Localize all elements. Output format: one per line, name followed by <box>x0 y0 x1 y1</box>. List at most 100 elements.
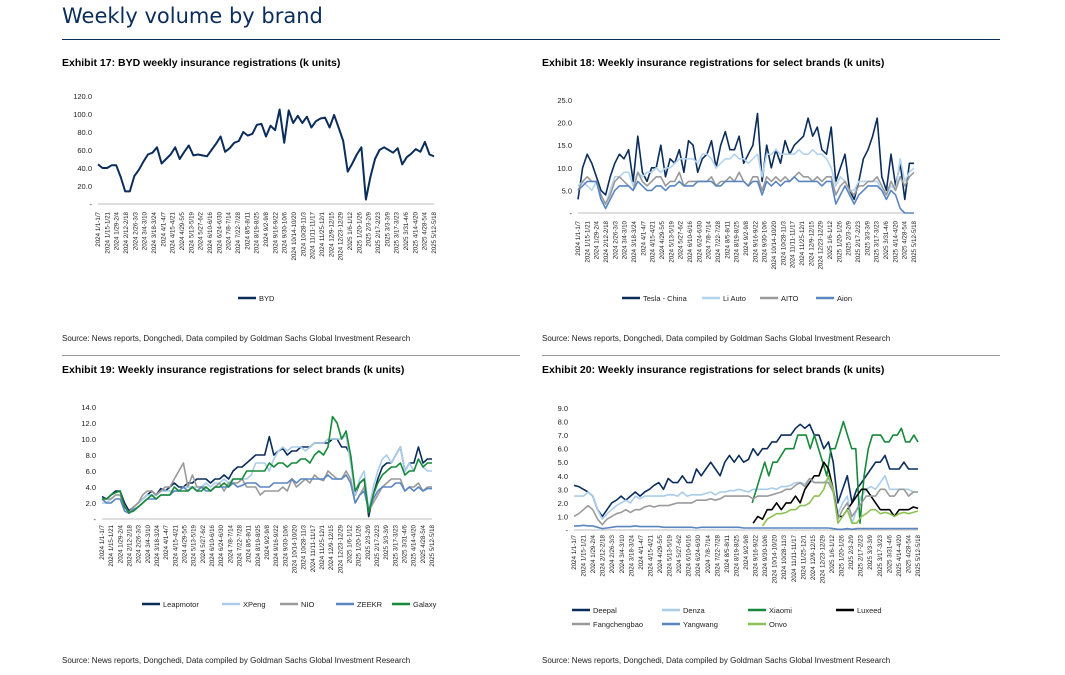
x-tick-label: 2024 1/15-1/21 <box>108 524 115 566</box>
exhibit-19-source: Source: News reports, Dongchedi, Data co… <box>62 656 411 665</box>
x-tick-label: 2024 12/9-12/15 <box>328 211 335 257</box>
x-tick-label: 2024 2/12-2/18 <box>600 534 607 576</box>
y-tick-label: 20.0 <box>557 119 572 128</box>
x-tick-label: 2025 1/6-1/12 <box>827 220 834 259</box>
x-tick-label: 2024 4/29-5/5 <box>657 534 664 573</box>
series-line-deepal <box>573 423 918 518</box>
x-tick-label: 2024 1/1-1/7 <box>95 211 102 246</box>
legend-label: XPeng <box>243 600 266 609</box>
x-tick-label: 2024 1/1-1/7 <box>99 524 106 559</box>
x-tick-label: 2024 2/26-3/3 <box>612 220 619 259</box>
series-line-li-auto <box>577 148 915 205</box>
series-line-nio <box>102 462 432 514</box>
x-tick-label: 2024 9/16-9/22 <box>753 534 760 576</box>
legend-label: BYD <box>259 294 275 303</box>
y-tick-label: 120.0 <box>73 92 92 101</box>
x-tick-label: 2025 4/14-4/20 <box>411 524 418 566</box>
x-tick-label: 2024 6/24-6/30 <box>216 211 223 253</box>
y-tick-label: 2.0 <box>558 499 568 508</box>
x-tick-label: 2025 4/28-5/4 <box>902 220 909 259</box>
x-tick-label: 2024 2/12-2/18 <box>127 524 134 566</box>
x-tick-label: 2024 10/14-10/20 <box>771 220 778 269</box>
legend-label: AITO <box>781 294 799 303</box>
x-tick-label: 2024 10/28-11/3 <box>301 524 308 569</box>
series-line-onvo <box>761 475 919 527</box>
x-tick-label: 2024 10/28-11/3 <box>780 220 787 265</box>
x-tick-label: 2024 11/25-12/1 <box>799 220 806 265</box>
series-line-fangchengbao <box>573 477 918 526</box>
x-tick-label: 2025 3/17-3/23 <box>874 220 881 262</box>
x-tick-label: 2024 1/29-2/4 <box>114 211 121 250</box>
x-tick-label: 2025 1/20-1/26 <box>839 534 846 576</box>
x-tick-label: 2024 3/18-3/24 <box>151 211 158 253</box>
divider-right <box>542 355 1000 356</box>
x-tick-label: 2024 1/15-1/21 <box>104 211 111 253</box>
x-tick-label: 2024 5/27-6/2 <box>678 220 685 259</box>
x-tick-label: 2025 2/3-2/9 <box>365 524 372 559</box>
legend-label: Onvo <box>769 620 787 629</box>
exhibit-20-title: Exhibit 20: Weekly insurance registratio… <box>542 364 885 376</box>
x-tick-label: 2024 5/13-5/19 <box>668 220 675 262</box>
x-tick-label: 2025 4/14-4/20 <box>412 211 419 253</box>
x-tick-label: 2024 7/8-7/14 <box>227 524 234 563</box>
x-tick-label: 2025 1/20-1/26 <box>836 220 843 262</box>
y-tick-label: 80.0 <box>77 128 92 137</box>
x-tick-label: 2024 6/10-6/16 <box>209 524 216 566</box>
legend-label: Aion <box>837 294 852 303</box>
y-tick-label: - <box>90 200 93 209</box>
exhibit-17-title: Exhibit 17: BYD weekly insurance registr… <box>62 57 341 69</box>
x-tick-label: 2025 5/12-5/18 <box>911 220 918 262</box>
x-tick-label: 2025 4/14-4/20 <box>896 534 903 576</box>
x-tick-label: 2024 3/18-3/24 <box>631 220 638 262</box>
x-tick-label: 2024 12/23-12/29 <box>337 524 344 573</box>
y-tick-label: 7.0 <box>558 431 568 440</box>
y-tick-label: - <box>566 526 569 535</box>
x-tick-label: 2025 4/28-5/4 <box>420 524 427 563</box>
x-tick-label: 2024 1/29-2/4 <box>590 534 597 573</box>
series-line-yangwang <box>574 524 918 531</box>
x-tick-label: 2025 5/12-5/18 <box>915 534 922 576</box>
y-tick-label: 4.0 <box>86 483 96 492</box>
x-tick-label: 2024 10/14-10/20 <box>292 524 299 573</box>
y-tick-label: 9.0 <box>558 404 568 413</box>
y-tick-label: 3.0 <box>558 485 568 494</box>
x-tick-label: 2024 11/11-11/17 <box>310 211 317 259</box>
x-tick-label: 2024 8/5-8/11 <box>724 534 731 572</box>
x-tick-label: 2024 9/2-9/8 <box>263 211 270 246</box>
y-tick-label: 40.0 <box>77 164 92 173</box>
x-tick-label: 2024 4/29-5/5 <box>659 220 666 259</box>
x-tick-label: 2024 2/12-2/18 <box>603 220 610 262</box>
y-tick-label: 100.0 <box>73 110 92 119</box>
x-tick-label: 2024 11/11-11/17 <box>790 220 797 268</box>
x-tick-label: 2024 6/10-6/16 <box>687 220 694 262</box>
x-tick-label: 2025 3/17-3/23 <box>877 534 884 576</box>
x-tick-label: 2025 2/3-2/9 <box>848 534 855 569</box>
x-tick-label: 2024 4/1-4/7 <box>640 220 647 255</box>
legend-label: Leapmotor <box>163 600 199 609</box>
x-tick-label: 2024 7/22-7/28 <box>714 534 721 576</box>
x-tick-label: 2024 12/9-12/15 <box>810 534 817 580</box>
x-tick-label: 2024 4/29-5/5 <box>182 524 189 563</box>
x-tick-label: 2024 9/30-10/6 <box>762 220 769 262</box>
y-tick-label: 25.0 <box>557 96 572 105</box>
y-tick-label: 8.0 <box>558 418 568 427</box>
x-tick-label: 2025 4/14-4/20 <box>892 220 899 262</box>
x-tick-label: 2024 9/16-9/22 <box>272 211 279 253</box>
x-tick-label: 2024 11/25-12/1 <box>319 211 326 256</box>
legend-label: NIO <box>301 600 315 609</box>
x-tick-label: 2025 1/6-1/12 <box>829 534 836 573</box>
legend-label: Fangchengbao <box>593 620 643 629</box>
series-line-galaxy <box>102 415 432 514</box>
y-tick-label: 6.0 <box>558 445 568 454</box>
x-tick-label: 2025 3/17-3/23 <box>392 524 399 566</box>
x-tick-label: 2025 1/6-1/12 <box>347 211 354 250</box>
x-tick-label: 2024 1/15-1/21 <box>584 220 591 262</box>
legend-label: Yangwang <box>683 620 718 629</box>
legend-label: Li Auto <box>723 294 746 303</box>
x-tick-label: 2024 1/29-2/4 <box>594 220 601 259</box>
x-tick-label: 2024 3/18-3/24 <box>154 524 161 566</box>
x-tick-label: 2024 6/10-6/16 <box>686 534 693 576</box>
y-tick-label: 2.0 <box>86 499 96 508</box>
y-tick-label: 10.0 <box>557 164 572 173</box>
